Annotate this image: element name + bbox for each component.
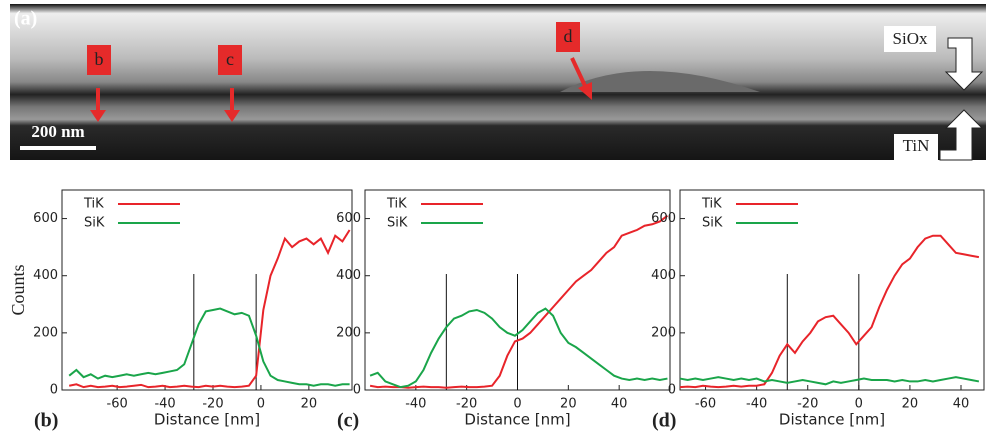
legend-label: TiK	[386, 197, 407, 212]
x-tick-label: 0	[513, 397, 521, 412]
x-axis-label: Distance [nm]	[779, 411, 885, 429]
y-tick-label: 400	[336, 268, 361, 283]
series-line	[369, 214, 669, 389]
marker-box	[556, 22, 580, 52]
marker-label: d	[564, 26, 573, 46]
layer-arrow	[944, 37, 984, 91]
x-tick-label: 40	[611, 397, 628, 412]
label-box	[884, 26, 936, 52]
x-axis-label: Distance [nm]	[464, 411, 570, 429]
layer-label: SiOx	[893, 29, 928, 48]
plot-frame	[61, 189, 353, 391]
y-axis-label: Counts	[8, 264, 28, 315]
x-tick-label: -40	[154, 397, 175, 412]
arrows	[90, 57, 592, 122]
y-tick-label: 0	[353, 383, 361, 398]
bump	[560, 71, 760, 92]
series-line	[679, 234, 980, 389]
x-tick-label: -20	[797, 397, 818, 412]
tem-image	[10, 4, 986, 160]
panel-label: (a)	[14, 8, 37, 30]
marker-label: c	[226, 49, 234, 69]
layer-label: TiN	[903, 136, 930, 155]
x-tick-label: 40	[953, 397, 970, 412]
legend-label: SiK	[702, 216, 723, 231]
panel-label: (b)	[34, 410, 58, 432]
panel-label: (d)	[652, 410, 676, 432]
x-tick-label: 20	[902, 397, 919, 412]
marker-box	[218, 45, 242, 75]
y-tick-label: 0	[668, 383, 676, 398]
x-tick-label: 20	[560, 397, 577, 412]
layer-arrow	[939, 109, 984, 161]
y-tick-label: 0	[50, 383, 58, 398]
series-line	[679, 376, 980, 386]
legend-label: SiK	[387, 216, 408, 231]
x-tick-label: -20	[202, 397, 223, 412]
label-box	[894, 134, 938, 160]
panel-label: (c)	[337, 410, 359, 432]
legend-label: SiK	[84, 216, 105, 231]
x-tick-label: -60	[107, 397, 128, 412]
x-tick-label: 20	[301, 397, 318, 412]
x-tick-label: 0	[855, 397, 863, 412]
x-tick-label: -20	[456, 397, 477, 412]
legend-label: TiK	[83, 197, 104, 212]
x-axis-label: Distance [nm]	[154, 411, 260, 429]
legend-label: TiK	[701, 197, 722, 212]
series-line	[68, 307, 350, 387]
y-tick-label: 200	[33, 325, 58, 340]
y-tick-label: 600	[33, 211, 58, 226]
scale-label: 200 nm	[31, 122, 84, 141]
marker-box	[87, 45, 111, 75]
y-tick-label: 200	[651, 325, 676, 340]
y-tick-label: 600	[336, 211, 361, 226]
plot-frame	[679, 189, 985, 391]
y-tick-label: 400	[651, 268, 676, 283]
y-tick-label: 200	[336, 325, 361, 340]
marker-label: b	[95, 49, 104, 69]
x-tick-label: -40	[746, 397, 767, 412]
x-tick-label: -60	[695, 397, 716, 412]
y-tick-label: 600	[651, 211, 676, 226]
x-tick-label: -40	[405, 397, 426, 412]
x-tick-label: 0	[257, 397, 265, 412]
y-tick-label: 400	[33, 268, 58, 283]
series-line	[369, 307, 668, 389]
series-line	[68, 229, 351, 389]
